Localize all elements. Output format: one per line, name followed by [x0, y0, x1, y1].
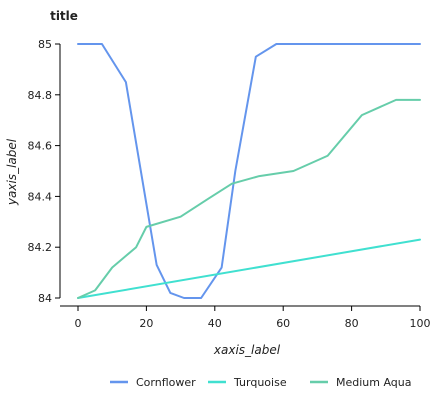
y-axis-label: yaxis_label	[5, 138, 19, 206]
legend-label-medium-aqua: Medium Aqua	[336, 376, 412, 389]
series-line-medium-aqua	[77, 98, 421, 299]
series-line-turquoise	[77, 238, 421, 299]
x-tick-label: 100	[410, 317, 431, 330]
y-ticks: 84 84.2 84.4 84.6 84.8 85	[28, 38, 60, 305]
x-tick-label: 80	[345, 317, 359, 330]
x-tick-label: 60	[276, 317, 290, 330]
x-tick-label: 40	[208, 317, 222, 330]
series-layer	[77, 43, 421, 299]
x-axis-label: xaxis_label	[213, 343, 281, 357]
y-tick-label: 84.6	[28, 140, 53, 153]
x-tick-label: 20	[139, 317, 153, 330]
chart-title: title	[50, 9, 78, 23]
x-tick-label: 0	[75, 317, 82, 330]
y-tick-label: 84	[38, 292, 52, 305]
y-tick-label: 84.8	[28, 89, 53, 102]
legend-label-cornflower: Cornflower	[136, 376, 196, 389]
x-ticks: 0 20 40 60 80 100	[75, 306, 431, 330]
y-tick-label: 84.2	[28, 241, 53, 254]
series-line-cornflower	[77, 43, 421, 299]
y-tick-label: 85	[38, 38, 52, 51]
y-tick-label: 84.4	[28, 190, 53, 203]
legend: Cornflower Turquoise Medium Aqua	[110, 376, 412, 389]
legend-label-turquoise: Turquoise	[233, 376, 287, 389]
